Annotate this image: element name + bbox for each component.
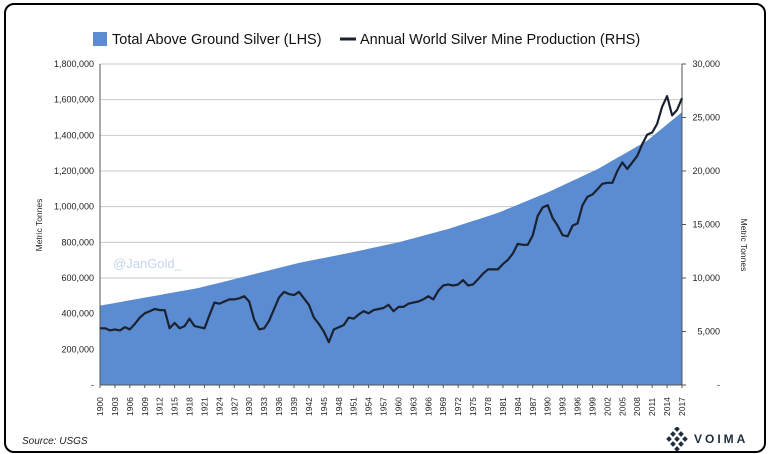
x-tick-label: 1921 <box>199 397 209 416</box>
brand-logo: VOIMA <box>666 426 749 451</box>
x-tick-label: 1954 <box>364 397 374 416</box>
left-tick-label: 1,600,000 <box>54 95 94 105</box>
line-annual-mine-production <box>100 95 684 344</box>
x-tick-label: 1975 <box>468 397 478 416</box>
x-tick-label: 1981 <box>498 397 508 416</box>
x-tick-label: 1912 <box>155 397 165 416</box>
left-tick-label: 1,200,000 <box>54 166 94 176</box>
x-tick-label: 1930 <box>244 397 254 416</box>
x-tick-label: 1957 <box>379 397 389 416</box>
x-tick-label: 1942 <box>304 397 314 416</box>
x-tick-label: 1948 <box>334 397 344 416</box>
legend-area-label: Total Above Ground Silver (LHS) <box>112 32 322 48</box>
chart-frame: - 200,000 400,000 600,000 800,000 1,000,000 1,… <box>4 3 766 453</box>
left-tick-label: 800,000 <box>61 237 94 247</box>
x-tick-label: 1996 <box>573 397 583 416</box>
x-tick-label: 1933 <box>259 397 269 416</box>
right-tick-label: 15,000 <box>692 220 720 230</box>
left-tick-label: 1,400,000 <box>54 130 94 140</box>
source-note: Source: USGS <box>22 436 88 447</box>
x-tick-label: 1939 <box>289 397 299 416</box>
x-tick-label: 2002 <box>602 397 612 416</box>
watermark-handle: @JanGold_ <box>113 256 183 271</box>
x-tick-label: 1918 <box>185 397 195 416</box>
x-tick-label: 2005 <box>617 397 627 416</box>
x-tick-label: 1960 <box>393 397 403 416</box>
left-tick-label: - <box>91 380 94 390</box>
x-tick-label: 1909 <box>140 397 150 416</box>
left-axis-title: Metric Tonnes <box>34 199 44 252</box>
left-tick-label: 1,000,000 <box>54 202 94 212</box>
left-tick-label: 600,000 <box>61 273 94 283</box>
x-tick-label: 1993 <box>558 397 568 416</box>
silver-chart: - 200,000 400,000 600,000 800,000 1,000,000 1,… <box>34 32 749 416</box>
x-tick-label: 1945 <box>319 397 329 416</box>
x-tick-label: 1906 <box>125 397 135 416</box>
x-tick-label: 2014 <box>662 397 672 416</box>
x-tick-label: 1969 <box>438 397 448 416</box>
right-tick-label: 10,000 <box>692 273 720 283</box>
x-tick-label: 1990 <box>543 397 553 416</box>
area-total-above-ground-silver <box>100 112 682 386</box>
x-tick-label: 1927 <box>229 397 239 416</box>
x-tick-label: 1915 <box>170 397 180 416</box>
x-tick-label: 1951 <box>349 397 359 416</box>
voima-mark-icon <box>666 427 688 451</box>
legend-area-swatch <box>93 32 107 46</box>
right-tick-label: 5,000 <box>697 327 720 337</box>
x-tick-label: 1963 <box>408 397 418 416</box>
x-tick-label: 1966 <box>423 397 433 416</box>
x-tick-label: 2011 <box>647 397 657 416</box>
left-tick-label: 400,000 <box>61 309 94 319</box>
x-tick-label: 1978 <box>483 397 493 416</box>
left-tick-label: 200,000 <box>61 344 94 354</box>
x-tick-label: 1984 <box>513 397 523 416</box>
legend-line-label: Annual World Silver Mine Production (RHS… <box>360 32 640 48</box>
right-tick-label: 20,000 <box>692 166 720 176</box>
left-tick-label: 1,800,000 <box>54 59 94 69</box>
right-tick-label: - <box>717 380 720 390</box>
x-tick-label: 1903 <box>110 397 120 416</box>
x-tick-label: 1987 <box>528 397 538 416</box>
x-tick-label: 1900 <box>95 397 105 416</box>
right-axis-title: Metric Tonnes <box>739 219 749 272</box>
right-tick-label: 25,000 <box>692 113 720 123</box>
x-tick-label: 1924 <box>214 397 224 416</box>
x-tick-label: 1972 <box>453 397 463 416</box>
brand-name: VOIMA <box>694 432 749 446</box>
x-tick-label: 2008 <box>632 397 642 416</box>
x-tick-label: 1999 <box>587 397 597 416</box>
x-tick-label: 1936 <box>274 397 284 416</box>
right-tick-label: 30,000 <box>692 59 720 69</box>
x-tick-label: 2017 <box>677 397 687 416</box>
